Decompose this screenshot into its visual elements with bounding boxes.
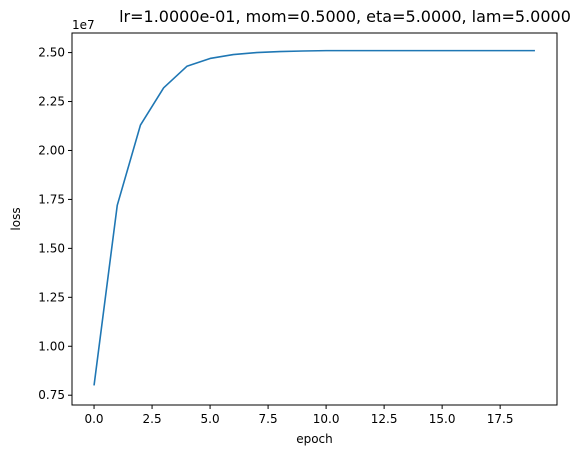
- y-tick-label: 1.00: [38, 339, 65, 353]
- x-tick-label: 17.5: [487, 412, 514, 426]
- y-tick-label: 2.00: [38, 143, 65, 157]
- x-tick-label: 10.0: [313, 412, 340, 426]
- x-tick-label: 2.5: [143, 412, 162, 426]
- y-axis-label: loss: [9, 207, 23, 230]
- y-tick-label: 1.50: [38, 241, 65, 255]
- ticks-group: 0.0 2.5 5.0 7.5 10.0 12.5 15.0 17.5 0.75 1.00 1.25…: [38, 46, 513, 426]
- series-line: [94, 51, 535, 386]
- plot-area: [94, 51, 535, 386]
- x-tick-label: 15.0: [429, 412, 456, 426]
- x-axis-label: epoch: [296, 432, 333, 446]
- y-tick-label: 1.25: [38, 290, 65, 304]
- x-tick-label: 12.5: [371, 412, 398, 426]
- x-tick-label: 0.0: [84, 412, 103, 426]
- y-tick-label: 0.75: [38, 388, 65, 402]
- y-tick-label: 2.50: [38, 46, 65, 60]
- axes-frame: [72, 33, 557, 405]
- chart-title: lr=1.0000e-01, mom=0.5000, eta=5.0000, l…: [119, 7, 571, 26]
- x-tick-label: 7.5: [259, 412, 278, 426]
- y-offset-label: 1e7: [72, 18, 95, 32]
- y-tick-label: 1.75: [38, 192, 65, 206]
- y-tick-label: 2.25: [38, 95, 65, 109]
- x-tick-label: 5.0: [201, 412, 220, 426]
